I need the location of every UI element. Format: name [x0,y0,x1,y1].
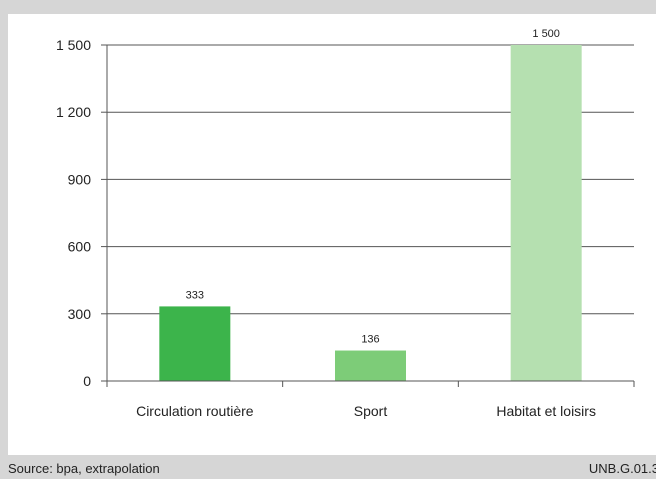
y-tick-label: 1 200 [56,104,91,120]
chart-footer: Source: bpa, extrapolation UNB.G.01.3 [0,458,656,479]
data-label: 333 [186,289,204,301]
bar [510,45,582,381]
bar [159,306,231,381]
data-label: 136 [361,334,379,346]
y-tick-label: 1 500 [56,37,91,53]
y-tick-label: 600 [68,239,92,255]
x-tick-label: Sport [354,403,388,419]
y-tick-label: 900 [68,171,92,187]
x-tick-label: Habitat et loisirs [496,403,596,419]
bar [335,350,406,381]
y-tick-label: 300 [68,306,92,322]
x-tick-label: Circulation routière [136,403,254,419]
y-tick-label: 0 [83,373,91,389]
data-label: 1 500 [532,28,560,40]
source-note: Source: bpa, extrapolation [8,461,160,476]
chart-code: UNB.G.01.3 [588,461,656,476]
